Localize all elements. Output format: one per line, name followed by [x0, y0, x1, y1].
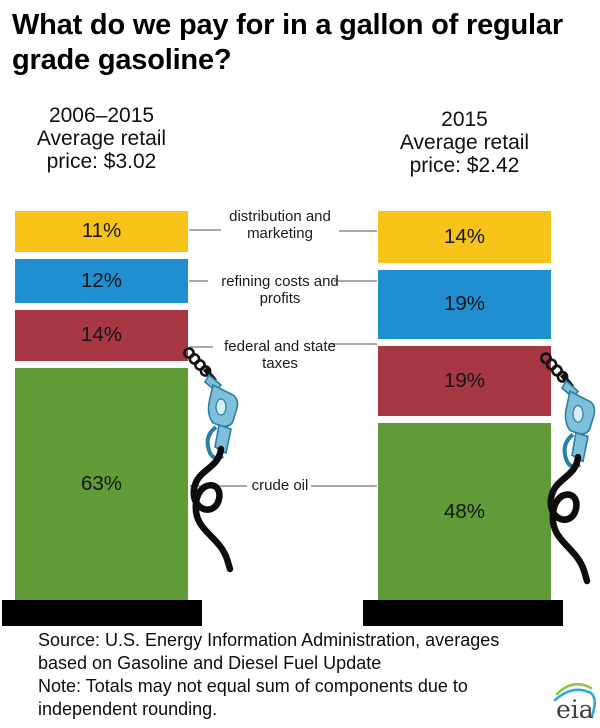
bar-segment: 19%	[378, 269, 551, 340]
connector-line	[189, 346, 213, 348]
left-bar-header: 2006–2015 Average retail price: $3.02	[5, 104, 198, 173]
segment-percent-label: 19%	[443, 292, 486, 316]
right-avg-retail-label: Average retail	[399, 131, 530, 155]
left-price-label: price: $3.02	[46, 150, 157, 174]
connector-line	[311, 485, 377, 487]
category-label-line: taxes	[262, 354, 298, 372]
category-label-crude-oil: crude oil	[208, 477, 352, 495]
bar-base-pedestal	[363, 600, 563, 626]
category-label-refining-costs: refining costs and profits	[208, 273, 352, 308]
segment-percent-label: 19%	[443, 369, 486, 393]
eia-logo-blue-swoosh	[553, 688, 597, 718]
bar-segment: 19%	[378, 346, 551, 417]
stacked-bar-2015: 14% 19% 19% 48%	[378, 211, 551, 600]
bar-segment: 11%	[15, 211, 188, 252]
bar-segment: 12%	[15, 258, 188, 303]
category-label-line: federal and state	[224, 338, 336, 355]
segment-percent-label: 12%	[80, 268, 123, 292]
right-period-label: 2015	[441, 108, 488, 131]
segment-percent-label: 14%	[80, 323, 123, 347]
stacked-bar-2006-2015: 11% 12% 14% 63%	[15, 211, 188, 600]
category-label-line: marketing	[247, 224, 313, 242]
right-price-label: price: $2.42	[409, 154, 520, 178]
bar-base-pedestal	[2, 600, 202, 626]
gas-pump-nozzle-icon	[540, 350, 600, 590]
connector-line	[189, 229, 221, 231]
connector-line	[339, 230, 377, 232]
right-bar-header: 2015 Average retail price: $2.42	[368, 108, 561, 177]
category-label-line: crude oil	[251, 477, 309, 494]
source-line: Source: U.S. Energy Information Administ…	[38, 630, 500, 650]
left-avg-retail-label: Average retail	[36, 127, 167, 151]
connector-line	[189, 280, 208, 282]
category-label-federal-state-taxes: federal and state taxes	[208, 338, 352, 373]
segment-percent-label: 11%	[81, 219, 122, 243]
note-line: independent rounding.	[38, 699, 218, 720]
eia-logo-text: eia	[556, 695, 594, 724]
connector-line	[330, 343, 377, 345]
bar-segment: 14%	[378, 211, 551, 263]
source-note-text: Source: U.S. Energy Information Administ…	[38, 629, 578, 721]
source-line: based on Gasoline and Diesel Fuel Update	[38, 653, 382, 674]
segment-percent-label: 48%	[443, 499, 486, 523]
segment-percent-label: 14%	[443, 224, 486, 248]
eia-logo: eia	[551, 672, 599, 728]
note-line: Note: Totals may not equal sum of compon…	[38, 676, 468, 697]
bar-segment: 48%	[378, 423, 551, 600]
chart-title: What do we pay for in a gallon of regula…	[12, 9, 563, 76]
segment-percent-label: 63%	[80, 472, 123, 496]
category-label-line: refining costs and	[221, 273, 339, 290]
eia-logo-green-swoosh	[555, 682, 593, 696]
bar-segment: 14%	[15, 309, 188, 362]
category-label-line: distribution and	[229, 208, 331, 225]
connector-line	[334, 280, 377, 282]
bar-segment: 63%	[15, 368, 188, 600]
left-period-label: 2006–2015	[48, 104, 155, 127]
gas-pump-nozzle-icon	[183, 345, 247, 578]
category-label-distribution-marketing: distribution and marketing	[208, 208, 352, 243]
category-label-line: profits	[259, 289, 301, 307]
